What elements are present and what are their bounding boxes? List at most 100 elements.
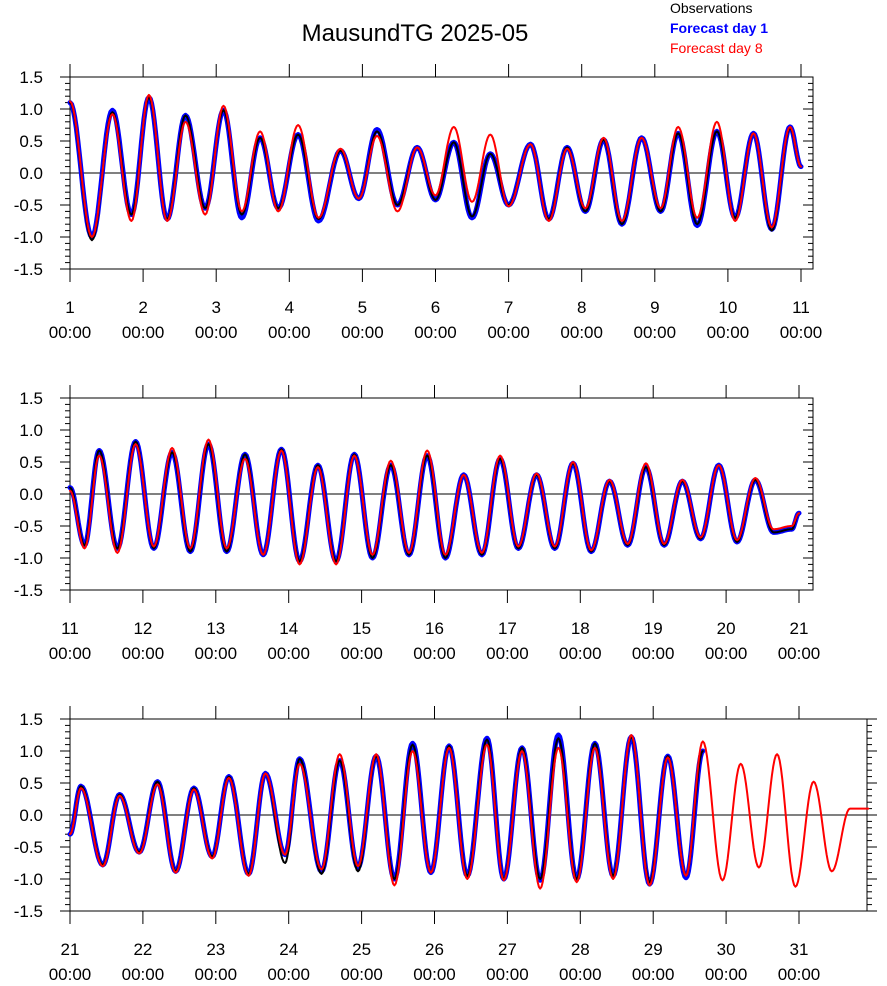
x-tick-label-day: 22 — [133, 940, 152, 959]
x-tick-label-time: 00:00 — [780, 323, 823, 342]
panel-3: 1.5 1.0 0.5 0.0 -0.5 -1.0 -1.5 21 00:00 22 00:00 23… — [14, 706, 877, 984]
x-tick-label-day: 5 — [358, 298, 367, 317]
x-tick-label-day: 28 — [571, 940, 590, 959]
y-tick-label: 0.5 — [19, 453, 43, 472]
x-tick-label-day: 13 — [206, 619, 225, 638]
y-tick-label: -0.5 — [14, 838, 43, 857]
x-tick-label-day: 9 — [650, 298, 659, 317]
y-tick-label: -1.5 — [14, 260, 43, 279]
x-tick-label-day: 1 — [65, 298, 74, 317]
x-tick-label-time: 00:00 — [195, 644, 238, 663]
x-tick-label-day: 6 — [431, 298, 440, 317]
x-tick-label-day: 17 — [498, 619, 517, 638]
x-tick-label-day: 20 — [717, 619, 736, 638]
x-tick-label-time: 00:00 — [268, 323, 311, 342]
y-tick-label: -1.0 — [14, 870, 43, 889]
x-tick-label-time: 00:00 — [340, 644, 383, 663]
y-tick-label: 0.0 — [19, 485, 43, 504]
y-tick-label: -1.5 — [14, 902, 43, 921]
x-tick-label-day: 24 — [279, 940, 298, 959]
x-tick-label-time: 00:00 — [49, 323, 92, 342]
legend-observations: Observations — [670, 0, 752, 16]
x-tick-label-day: 12 — [133, 619, 152, 638]
x-tick-label-day: 3 — [211, 298, 220, 317]
legend-forecast-day-8: Forecast day 8 — [670, 40, 763, 56]
x-tick-label-day: 10 — [718, 298, 737, 317]
x-tick-label-time: 00:00 — [559, 965, 602, 984]
x-tick-label-day: 21 — [61, 940, 80, 959]
x-tick-label-time: 00:00 — [267, 965, 310, 984]
x-tick-label-time: 00:00 — [413, 965, 456, 984]
x-tick-label-day: 30 — [717, 940, 736, 959]
y-tick-label: 0.5 — [19, 132, 43, 151]
series-forecast-day-8 — [69, 93, 802, 238]
x-tick-label-time: 00:00 — [632, 965, 675, 984]
x-tick-label-day: 11 — [792, 298, 810, 317]
x-tick-label-time: 00:00 — [195, 323, 238, 342]
chart-title: MausundTG 2025-05 — [302, 20, 529, 47]
x-tick-label-day: 27 — [498, 940, 517, 959]
x-tick-label-day: 21 — [790, 619, 809, 638]
y-tick-label: 0.0 — [19, 806, 43, 825]
x-tick-label-time: 00:00 — [778, 965, 821, 984]
x-tick-label-day: 26 — [425, 940, 444, 959]
x-tick-label-time: 00:00 — [122, 323, 165, 342]
x-tick-label-day: 11 — [61, 619, 79, 638]
x-tick-label-day: 16 — [425, 619, 444, 638]
x-tick-label-time: 00:00 — [778, 644, 821, 663]
x-tick-label-day: 19 — [644, 619, 663, 638]
x-tick-label-day: 2 — [138, 298, 147, 317]
y-tick-label: 0.5 — [19, 774, 43, 793]
x-tick-label-time: 00:00 — [49, 644, 92, 663]
series-forecast-day-1 — [67, 95, 804, 240]
x-tick-label-time: 00:00 — [341, 323, 384, 342]
x-tick-label-day: 7 — [504, 298, 513, 317]
panels: 1.5 1.0 0.5 0.0 -0.5 -1.0 -1.5 1 00:00 2 00:00 3 00:… — [14, 64, 877, 984]
x-tick-label-day: 14 — [279, 619, 298, 638]
y-tick-label: 1.5 — [19, 710, 43, 729]
x-tick-label-day: 8 — [577, 298, 586, 317]
series-observations — [69, 96, 802, 242]
series-forecast-day-8 — [69, 438, 800, 566]
x-tick-label-time: 00:00 — [486, 644, 529, 663]
x-tick-label-day: 15 — [352, 619, 371, 638]
y-tick-label: -1.0 — [14, 228, 43, 247]
x-tick-label-time: 00:00 — [632, 644, 675, 663]
y-tick-label: 1.5 — [19, 68, 43, 87]
panel-2: 1.5 1.0 0.5 0.0 -0.5 -1.0 -1.5 11 00:00 12 00:00 13… — [14, 385, 821, 663]
x-tick-label-day: 25 — [352, 940, 371, 959]
x-tick-label-time: 00:00 — [122, 965, 165, 984]
x-tick-label-day: 18 — [571, 619, 590, 638]
x-tick-label-time: 00:00 — [705, 644, 748, 663]
panel-1: 1.5 1.0 0.5 0.0 -0.5 -1.0 -1.5 1 00:00 2 00:00 3 00:… — [14, 64, 823, 342]
x-tick-label-day: 29 — [644, 940, 663, 959]
x-tick-label-time: 00:00 — [267, 644, 310, 663]
x-tick-label-time: 00:00 — [705, 965, 748, 984]
y-tick-label: -0.5 — [14, 196, 43, 215]
x-tick-label-day: 31 — [790, 940, 809, 959]
y-tick-label: 1.0 — [19, 742, 43, 761]
legend-forecast-day-1: Forecast day 1 — [670, 20, 768, 36]
y-tick-label: -1.0 — [14, 549, 43, 568]
x-tick-label-time: 00:00 — [486, 965, 529, 984]
y-tick-label: 1.0 — [19, 421, 43, 440]
x-tick-label-day: 23 — [206, 940, 225, 959]
y-tick-label: 0.0 — [19, 164, 43, 183]
x-tick-label-time: 00:00 — [560, 323, 603, 342]
x-tick-label-time: 00:00 — [559, 644, 602, 663]
x-tick-label-time: 00:00 — [414, 323, 457, 342]
x-tick-label-time: 00:00 — [707, 323, 750, 342]
x-tick-label-time: 00:00 — [413, 644, 456, 663]
y-tick-label: 1.5 — [19, 389, 43, 408]
y-tick-label: -1.5 — [14, 581, 43, 600]
x-tick-label-time: 00:00 — [634, 323, 677, 342]
x-tick-label-time: 00:00 — [487, 323, 530, 342]
x-tick-label-time: 00:00 — [340, 965, 383, 984]
x-tick-label-time: 00:00 — [195, 965, 238, 984]
x-tick-label-day: 4 — [285, 298, 294, 317]
series-forecast-day-8 — [69, 734, 870, 890]
y-tick-label: -0.5 — [14, 517, 43, 536]
x-tick-label-time: 00:00 — [122, 644, 165, 663]
y-tick-label: 1.0 — [19, 100, 43, 119]
